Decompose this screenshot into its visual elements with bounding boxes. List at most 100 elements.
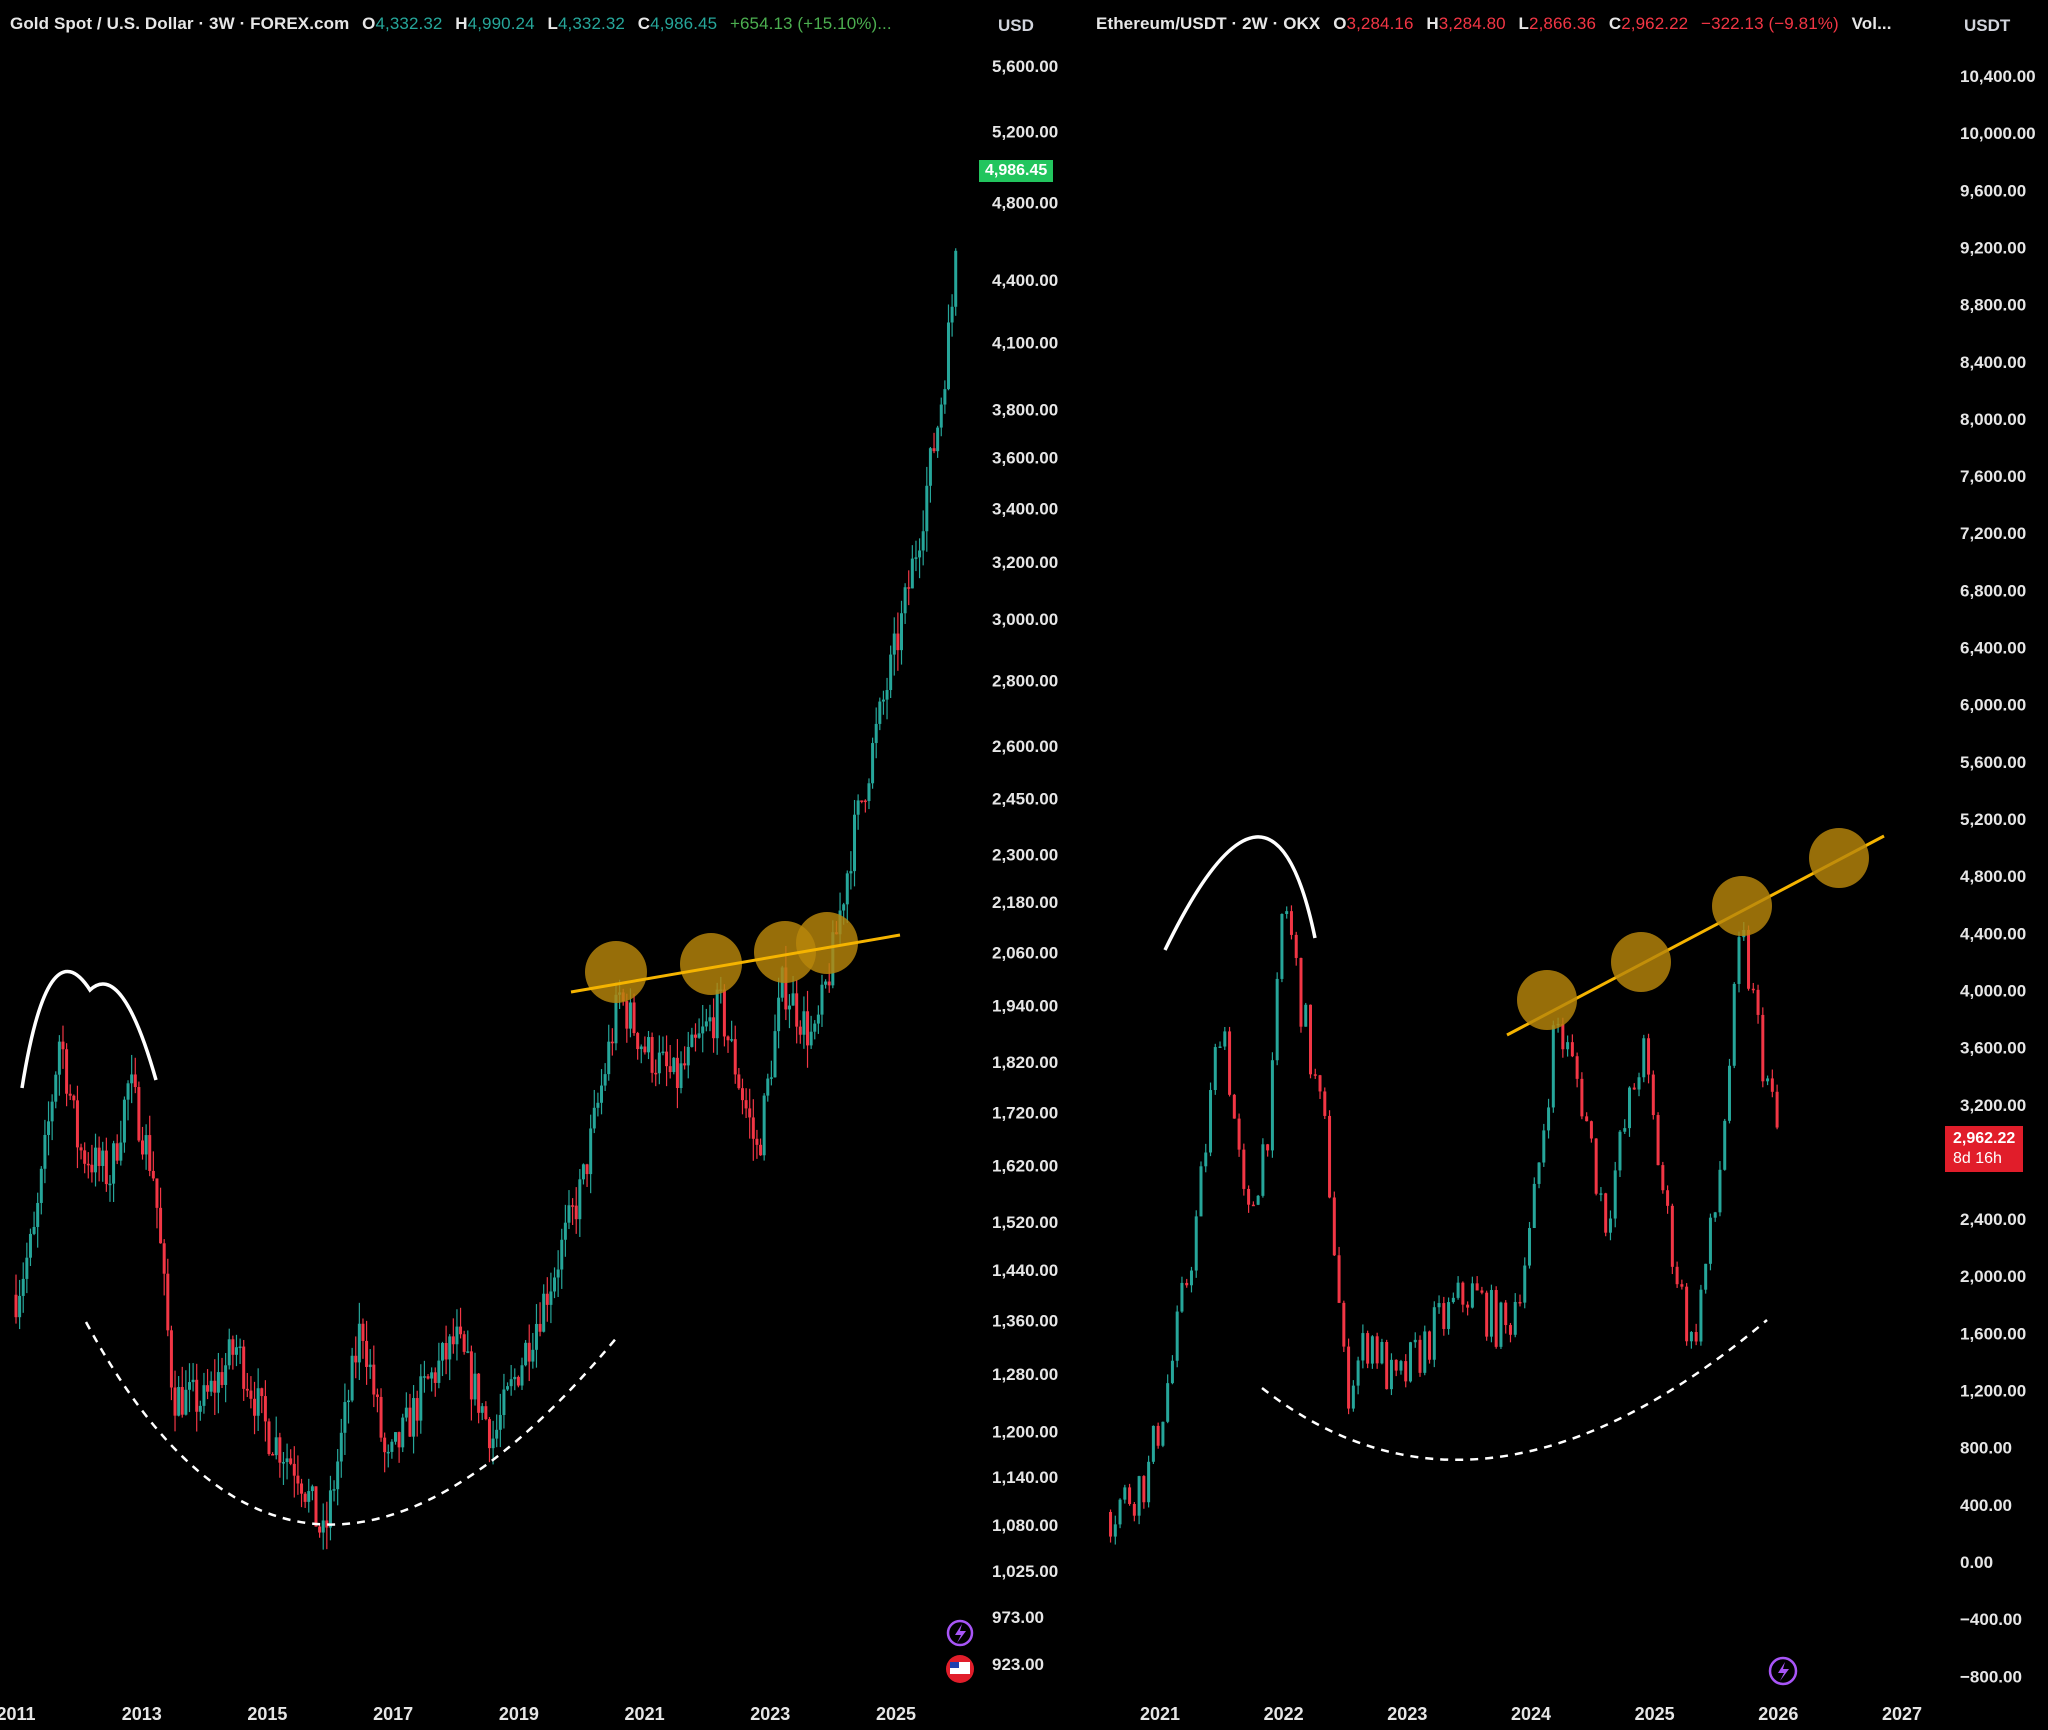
candle-body bbox=[325, 1520, 329, 1528]
candle-body bbox=[1166, 1383, 1170, 1422]
candle-body bbox=[1247, 1188, 1251, 1205]
eth-chart-canvas[interactable]: 10,400.00 10,000.00 9,600.00 9,200.00 8,800.… bbox=[1082, 0, 2048, 1730]
eth-chart-panel[interactable]: Ethereum/USDT · 2W · OKX O3,284.16 H3,28… bbox=[1082, 0, 2048, 1730]
us-flag-icon[interactable] bbox=[946, 1655, 974, 1683]
candle-body bbox=[477, 1373, 481, 1413]
candle-body bbox=[473, 1373, 477, 1400]
candle-body bbox=[292, 1463, 296, 1476]
candle-body bbox=[1532, 1183, 1536, 1229]
candle-body bbox=[198, 1405, 202, 1412]
candle-body bbox=[267, 1421, 271, 1455]
candle-body bbox=[412, 1398, 416, 1437]
candle-body bbox=[928, 448, 932, 486]
candle-body bbox=[1289, 911, 1293, 935]
candle-body bbox=[83, 1150, 87, 1164]
y-tick-label: 5,200.00 bbox=[1960, 810, 2026, 829]
candle-body bbox=[657, 1052, 661, 1074]
candle-body bbox=[1404, 1361, 1408, 1382]
candle-body bbox=[144, 1135, 148, 1155]
candle-body bbox=[755, 1138, 759, 1145]
candle-body bbox=[104, 1150, 108, 1185]
candle-body bbox=[1618, 1131, 1622, 1171]
candle-body bbox=[730, 1039, 734, 1041]
candle-body bbox=[126, 1083, 130, 1100]
candle-body bbox=[271, 1454, 275, 1456]
candle-body bbox=[1628, 1087, 1632, 1129]
candle-body bbox=[806, 1011, 810, 1046]
eth-touch-circle bbox=[1712, 876, 1772, 936]
eth-currency-label: USDT bbox=[1964, 16, 2011, 35]
candle-body bbox=[1727, 1065, 1731, 1121]
candle-body bbox=[860, 800, 864, 802]
candle-body bbox=[1342, 1302, 1346, 1347]
candle-body bbox=[733, 1039, 737, 1075]
candle-body bbox=[1613, 1170, 1617, 1219]
candle-body bbox=[701, 1026, 705, 1034]
candle-body bbox=[1623, 1128, 1627, 1132]
candle-body bbox=[759, 1144, 763, 1156]
candle-body bbox=[553, 1277, 557, 1292]
eth-lightning-icon[interactable] bbox=[1768, 1656, 1798, 1686]
candle-body bbox=[762, 1095, 766, 1156]
y-tick-label: 2,180.00 bbox=[992, 893, 1058, 912]
x-tick-label: 2024 bbox=[1511, 1704, 1551, 1724]
x-tick-label: 2013 bbox=[122, 1704, 162, 1724]
candle-body bbox=[592, 1107, 596, 1129]
candle-body bbox=[112, 1143, 116, 1184]
candle-body bbox=[802, 1011, 806, 1035]
candle-body bbox=[1323, 1091, 1327, 1116]
candle-body bbox=[1313, 1074, 1317, 1076]
candle-body bbox=[1585, 1116, 1589, 1122]
candle-body bbox=[75, 1100, 79, 1148]
candle-body bbox=[1223, 1031, 1227, 1047]
candle-body bbox=[155, 1178, 159, 1208]
candle-body bbox=[314, 1486, 318, 1527]
candle-body bbox=[585, 1164, 589, 1175]
candle-body bbox=[524, 1342, 528, 1366]
y-tick-label: 3,800.00 bbox=[992, 401, 1058, 420]
y-tick-label: 5,200.00 bbox=[992, 123, 1058, 142]
candle-body bbox=[1675, 1266, 1679, 1285]
candle-body bbox=[72, 1095, 76, 1101]
candle-body bbox=[686, 1046, 690, 1066]
candle-body bbox=[440, 1343, 444, 1361]
gold-chart-panel[interactable]: Gold Spot / U.S. Dollar · 3W · FOREX.com… bbox=[0, 0, 1082, 1730]
gold-lightning-icon[interactable] bbox=[946, 1619, 974, 1647]
candle-body bbox=[300, 1483, 304, 1494]
candle-body bbox=[1680, 1284, 1684, 1287]
y-tick-label: 6,400.00 bbox=[1960, 639, 2026, 658]
candle-body bbox=[1694, 1332, 1698, 1342]
candle-body bbox=[1661, 1165, 1665, 1191]
eth-low: 2,866.36 bbox=[1529, 14, 1597, 33]
gold-touch-circle bbox=[680, 933, 742, 995]
eth-candle-countdown: 8d 16h bbox=[1953, 1150, 2002, 1167]
candle-body bbox=[1213, 1047, 1217, 1091]
candle-body bbox=[1561, 1023, 1565, 1050]
candle-body bbox=[1566, 1042, 1570, 1050]
y-tick-label: 1,440.00 bbox=[992, 1261, 1058, 1280]
candle-body bbox=[1751, 988, 1755, 991]
candle-body bbox=[1304, 1004, 1308, 1027]
candle-body bbox=[1528, 1228, 1532, 1266]
eth-high: 3,284.80 bbox=[1438, 14, 1506, 33]
candle-body bbox=[932, 448, 936, 452]
y-tick-label: 5,600.00 bbox=[992, 57, 1058, 76]
candle-body bbox=[896, 633, 900, 651]
gold-change: +654.13 (+15.10%)... bbox=[729, 14, 892, 33]
candle-body bbox=[191, 1379, 195, 1383]
x-tick-label: 2026 bbox=[1758, 1704, 1798, 1724]
gold-low: 4,332.32 bbox=[557, 14, 625, 33]
candle-body bbox=[1270, 1060, 1274, 1151]
y-tick-label: 1,140.00 bbox=[992, 1468, 1058, 1487]
candle-body bbox=[708, 1017, 712, 1022]
candle-body bbox=[1775, 1091, 1779, 1128]
candle-body bbox=[383, 1437, 387, 1453]
candle-body bbox=[1508, 1325, 1512, 1335]
candle-body bbox=[216, 1372, 220, 1393]
candle-body bbox=[469, 1351, 473, 1400]
candle-body bbox=[466, 1351, 470, 1353]
candle-body bbox=[1370, 1336, 1374, 1364]
gold-chart-canvas[interactable]: 5,600.00 5,200.00 4,800.00 4,400.00 4,100.00… bbox=[0, 0, 1082, 1730]
candle-body bbox=[889, 654, 893, 691]
y-tick-label: 3,200.00 bbox=[1960, 1096, 2026, 1115]
